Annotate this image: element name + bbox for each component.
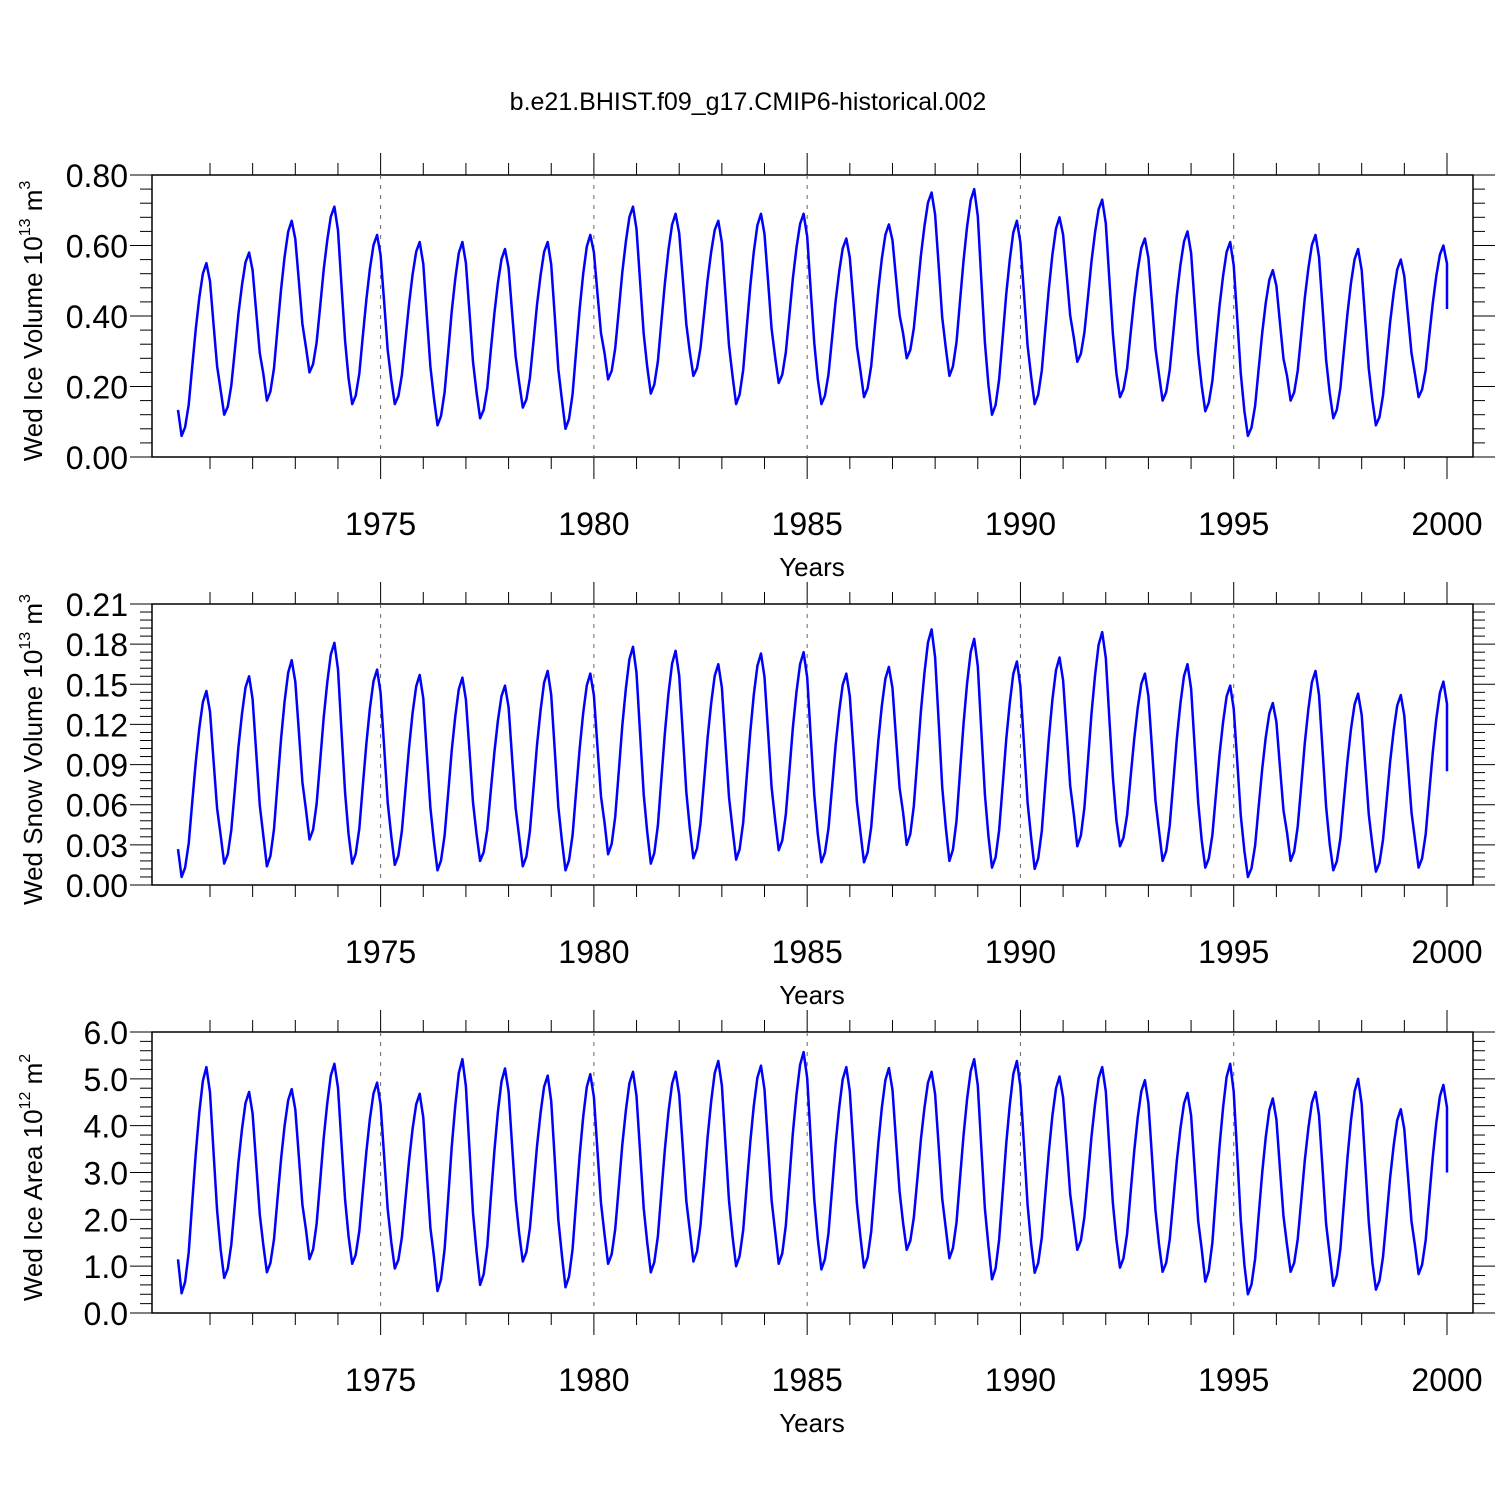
y-tick-label: 0.15 bbox=[66, 667, 128, 703]
x-tick-label: 1975 bbox=[345, 506, 416, 542]
x-tick-label: 1990 bbox=[985, 506, 1056, 542]
y-tick-label: 4.0 bbox=[84, 1109, 128, 1145]
figure-title: b.e21.BHIST.f09_g17.CMIP6-historical.002 bbox=[510, 88, 987, 116]
x-tick-label: 1985 bbox=[772, 934, 843, 970]
x-tick-label: 2000 bbox=[1411, 1362, 1482, 1398]
x-tick-label: 1975 bbox=[345, 934, 416, 970]
y-tick-label: 3.0 bbox=[84, 1156, 128, 1192]
y-axis-title-unit: m bbox=[18, 1063, 48, 1092]
y-axis-title-unit: m bbox=[18, 603, 48, 632]
series-line bbox=[176, 1050, 1449, 1296]
y-tick-label: 0.09 bbox=[66, 748, 128, 784]
x-tick-label: 1980 bbox=[558, 934, 629, 970]
panels: 1975 1980 1985 1990 1995 2000 Years 0.00 0.20 0.4… bbox=[17, 153, 1495, 1438]
y-tick-label: 0.00 bbox=[66, 868, 128, 904]
y-tick-label: 0.40 bbox=[66, 299, 128, 335]
y-tick-label: 2.0 bbox=[84, 1202, 128, 1238]
x-tick-label: 2000 bbox=[1411, 934, 1482, 970]
y-axis-title-unit-exp: 3 bbox=[17, 181, 34, 190]
y-tick-label: 5.0 bbox=[84, 1062, 128, 1098]
y-axis-title-exp: 13 bbox=[17, 632, 34, 650]
y-tick-label: 0.60 bbox=[66, 229, 128, 265]
x-tick-label: 2000 bbox=[1411, 506, 1482, 542]
y-tick-label: 0.12 bbox=[66, 707, 128, 743]
y-axis-title-unit: m bbox=[18, 190, 48, 219]
x-tick-label: 1985 bbox=[772, 1362, 843, 1398]
x-axis-title: Years bbox=[779, 980, 845, 1010]
y-tick-label: 0.0 bbox=[84, 1296, 128, 1332]
x-tick-label: 1995 bbox=[1198, 934, 1269, 970]
y-tick-label: 0.20 bbox=[66, 370, 128, 406]
x-axis-title: Years bbox=[779, 1408, 845, 1438]
x-tick-label: 1995 bbox=[1198, 1362, 1269, 1398]
y-axis-title-exp: 13 bbox=[17, 218, 34, 236]
y-tick-label: 0.21 bbox=[66, 587, 128, 623]
y-axis-title: Wed Ice Area 1012 m2 bbox=[17, 1054, 48, 1301]
y-axis-title-unit-exp: 2 bbox=[17, 1054, 34, 1063]
x-tick-label: 1975 bbox=[345, 1362, 416, 1398]
y-tick-label: 6.0 bbox=[84, 1015, 128, 1051]
x-axis-title: Years bbox=[779, 552, 845, 582]
panel-ice-volume: 1975 1980 1985 1990 1995 2000 Years 0.00 0.20 0.4… bbox=[17, 153, 1495, 582]
y-axis-title: Wed Ice Volume 1013 m3 bbox=[17, 181, 48, 462]
plot-frame bbox=[151, 603, 1474, 886]
x-tick-label: 1995 bbox=[1198, 506, 1269, 542]
y-axis-title-main: Wed Ice Area 10 bbox=[18, 1109, 48, 1301]
y-tick-label: 0.00 bbox=[66, 440, 128, 476]
x-tick-label: 1980 bbox=[558, 506, 629, 542]
y-axis-title-main: Wed Snow Volume 10 bbox=[18, 650, 48, 905]
series-line bbox=[176, 187, 1449, 438]
panel-ice-area: 1975 1980 1985 1990 1995 2000 Years 0.0 1.0 2.0 3.… bbox=[17, 1010, 1495, 1438]
y-axis-title-unit-exp: 3 bbox=[17, 594, 34, 603]
x-tick-label: 1990 bbox=[985, 934, 1056, 970]
y-axis-title: Wed Snow Volume 1013 m3 bbox=[17, 594, 48, 905]
y-tick-label: 0.03 bbox=[66, 828, 128, 864]
x-tick-label: 1985 bbox=[772, 506, 843, 542]
y-tick-label: 0.18 bbox=[66, 627, 128, 663]
series-line bbox=[176, 628, 1449, 879]
y-axis-title-main: Wed Ice Volume 10 bbox=[18, 236, 48, 461]
panel-snow-volume: 1975 1980 1985 1990 1995 2000 Years 0.00 0.03 0.0… bbox=[17, 582, 1495, 1010]
x-tick-label: 1990 bbox=[985, 1362, 1056, 1398]
y-tick-label: 0.06 bbox=[66, 788, 128, 824]
x-tick-label: 1980 bbox=[558, 1362, 629, 1398]
y-tick-label: 1.0 bbox=[84, 1249, 128, 1285]
y-axis-title-exp: 12 bbox=[17, 1092, 34, 1110]
y-tick-label: 0.80 bbox=[66, 158, 128, 194]
